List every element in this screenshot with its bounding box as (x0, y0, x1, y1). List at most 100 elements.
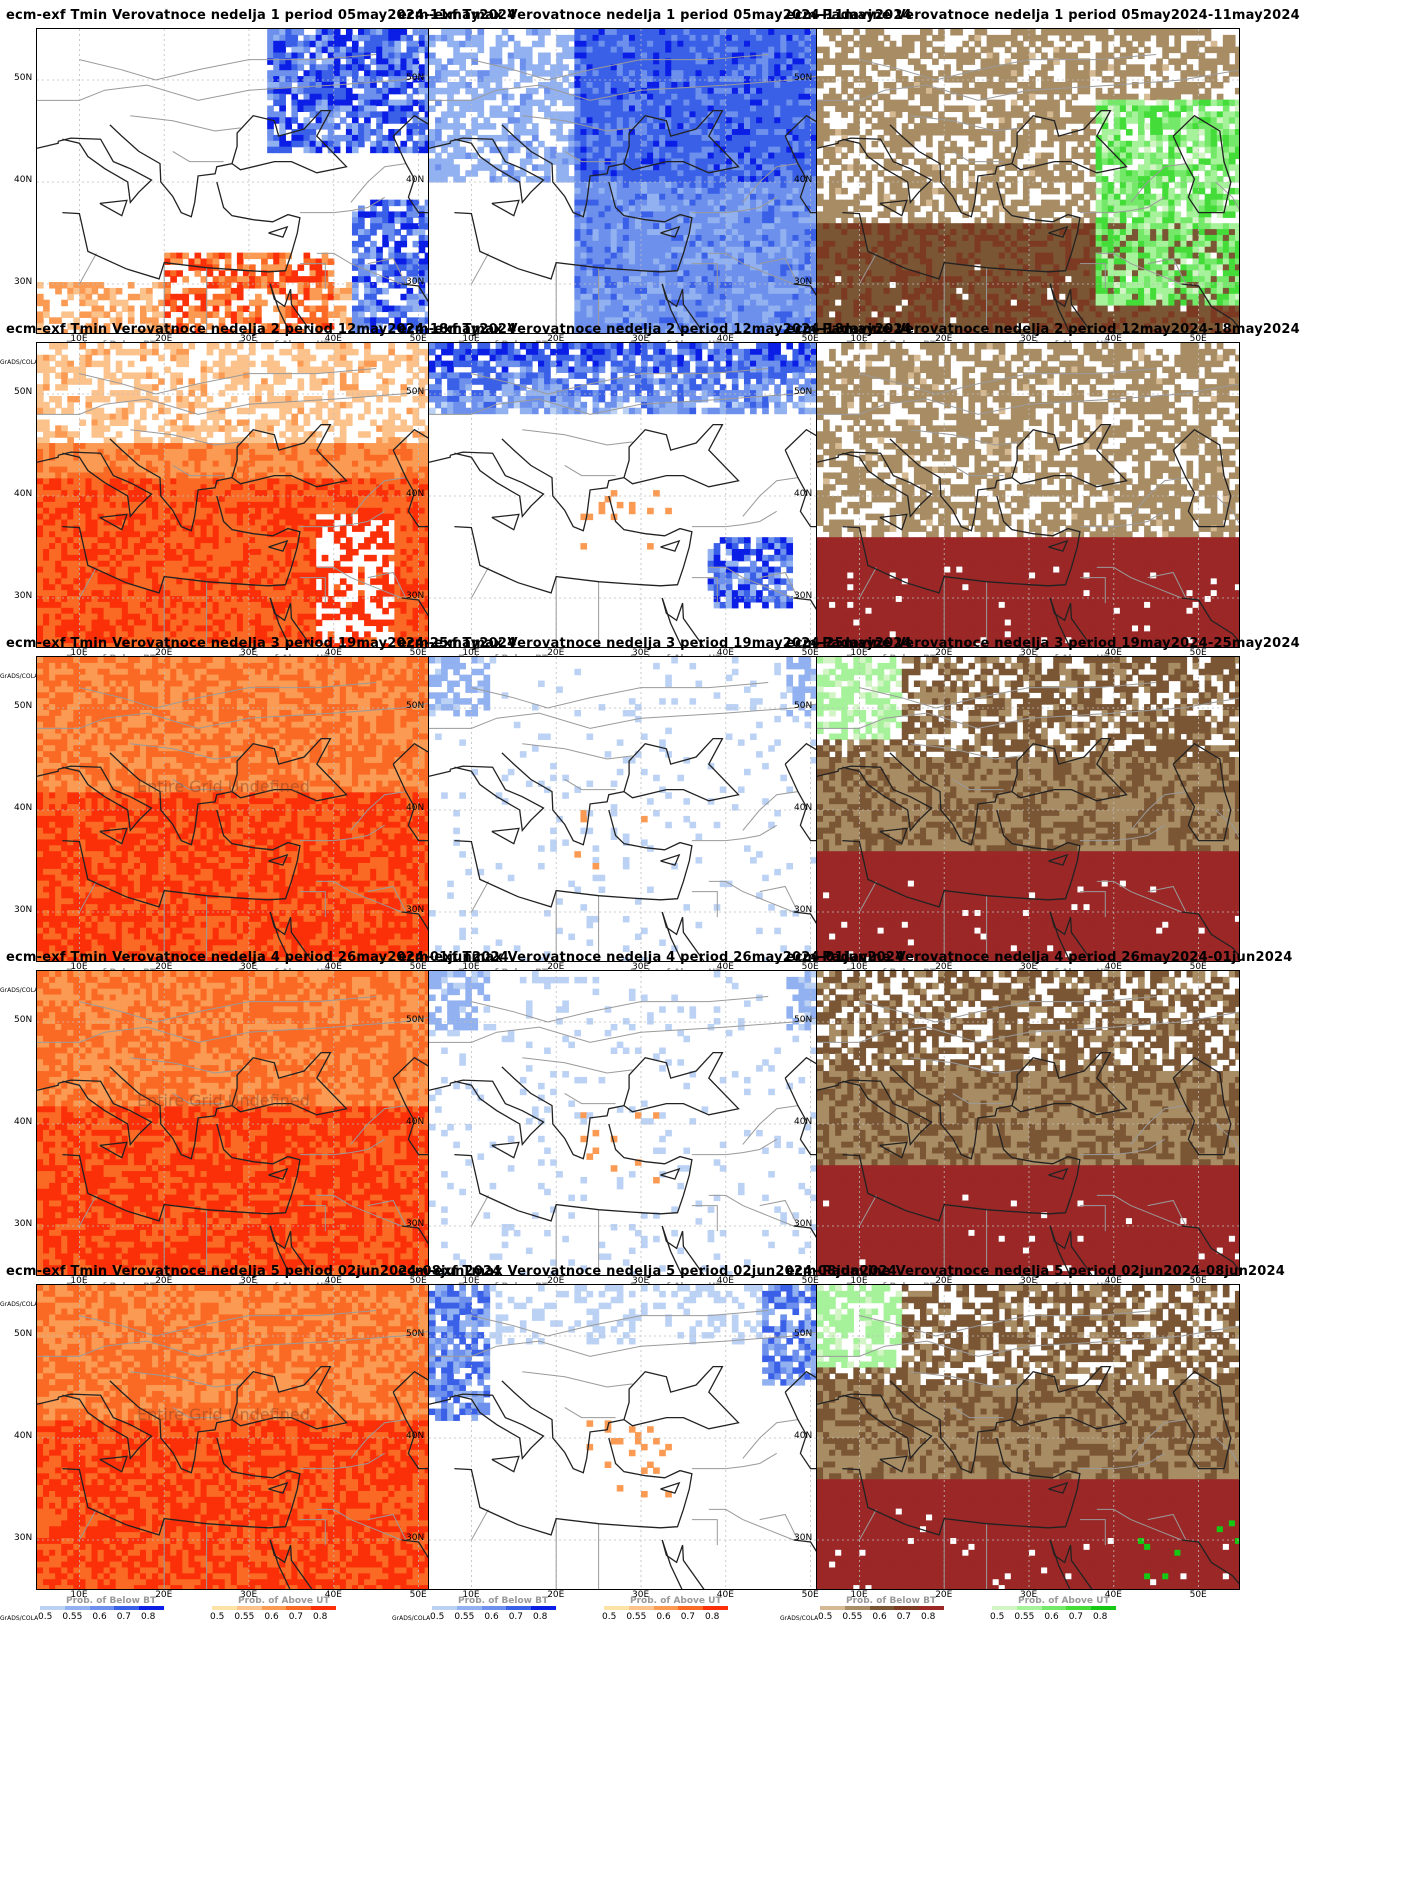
grads-credit: GrADS/COLA (780, 1615, 818, 1622)
lon-tick-label: 10E (850, 1590, 867, 1600)
lon-tick-label: 10E (462, 1276, 479, 1286)
legend-tick: 0.6 (656, 1612, 670, 1622)
lat-tick-label: 50N (14, 1015, 32, 1025)
lat-tick-label: 50N (794, 1329, 812, 1339)
panel-title: ecm-Padavine Verovatnoce nedelja 2 perio… (786, 322, 1300, 337)
lat-tick-label: 30N (406, 1219, 424, 1229)
map-panel: ecm-Padavine Verovatnoce nedelja 3 perio… (780, 628, 1300, 1006)
lon-tick-label: 40E (325, 1276, 342, 1286)
legend-swatch (506, 1606, 532, 1610)
lon-tick-label: 40E (717, 334, 734, 344)
lon-tick-label: 40E (717, 1590, 734, 1600)
lon-tick-label: 30E (632, 1590, 649, 1600)
map-panel: ecm-exf Tmin Verovatnoce nedelja 1 perio… (0, 0, 516, 378)
legend-below-colorbar (40, 1606, 164, 1610)
panel-title: ecm-exf Tmax Verovatnoce nedelja 1 perio… (398, 8, 912, 23)
lon-tick-label: 40E (325, 648, 342, 658)
lon-tick-label: 30E (240, 1276, 257, 1286)
legend-swatch (604, 1606, 629, 1610)
panel-title: ecm-exf Tmax Verovatnoce nedelja 3 perio… (398, 636, 912, 651)
lat-tick-label: 50N (14, 1329, 32, 1339)
lat-tick-label: 40N (406, 803, 424, 813)
legend-below-title: Prob. of Below BT (66, 1596, 156, 1606)
lat-tick-label: 30N (406, 1533, 424, 1543)
lat-tick-label: 40N (406, 1117, 424, 1127)
legend-tick: 0.55 (626, 1612, 646, 1622)
legend-swatch (628, 1606, 654, 1610)
legend-tick: 0.5 (210, 1612, 224, 1622)
legend-tick: 0.8 (1093, 1612, 1107, 1622)
map-frame (816, 342, 1240, 648)
lon-tick-label: 30E (1020, 962, 1037, 972)
legend-tick: 0.6 (92, 1612, 106, 1622)
lat-tick-label: 40N (14, 803, 32, 813)
probability-map (817, 657, 1239, 961)
lon-tick-label: 10E (850, 1276, 867, 1286)
panel-title: ecm-Padavine Verovatnoce nedelja 4 perio… (786, 950, 1292, 965)
legend-swatch (1016, 1606, 1042, 1610)
legend-swatch (212, 1606, 237, 1610)
lon-tick-label: 10E (462, 648, 479, 658)
legend-swatch (919, 1606, 944, 1610)
lat-tick-label: 30N (794, 1533, 812, 1543)
legend-tick: 0.8 (141, 1612, 155, 1622)
map-frame (816, 28, 1240, 334)
map-frame (816, 970, 1240, 1276)
map-frame (36, 342, 460, 648)
lon-tick-label: 40E (1105, 334, 1122, 344)
lat-tick-label: 40N (406, 175, 424, 185)
map-panel: ecm-Padavine Verovatnoce nedelja 2 perio… (780, 314, 1300, 692)
lat-tick-label: 30N (794, 591, 812, 601)
lat-tick-label: 50N (406, 1015, 424, 1025)
lon-tick-label: 20E (547, 1276, 564, 1286)
probability-map (429, 343, 851, 647)
lat-tick-label: 30N (794, 277, 812, 287)
panel-title: ecm-exf Tmin Verovatnoce nedelja 1 perio… (6, 8, 516, 23)
legend-swatch (114, 1606, 140, 1610)
lon-tick-label: 50E (410, 962, 427, 972)
lon-tick-label: 40E (1105, 648, 1122, 658)
legend-tick: 0.7 (681, 1612, 695, 1622)
lon-tick-label: 30E (240, 334, 257, 344)
lon-tick-label: 20E (155, 1276, 172, 1286)
legend-swatch (64, 1606, 90, 1610)
legend-swatch (481, 1606, 507, 1610)
lon-tick-label: 10E (462, 334, 479, 344)
lat-tick-label: 30N (406, 277, 424, 287)
probability-map (817, 971, 1239, 1275)
legend-swatch (894, 1606, 920, 1610)
legend-tick: 0.8 (313, 1612, 327, 1622)
lat-tick-label: 30N (14, 1219, 32, 1229)
lon-tick-label: 40E (1105, 962, 1122, 972)
lon-tick-label: 20E (935, 1276, 952, 1286)
lon-tick-label: 30E (1020, 1276, 1037, 1286)
legend-above-ticks: 0.5 0.55 0.6 0.7 0.8 (210, 1612, 327, 1622)
panel-title: ecm-exf Tmin Verovatnoce nedelja 3 perio… (6, 636, 516, 651)
lat-tick-label: 30N (794, 1219, 812, 1229)
lon-tick-label: 30E (240, 648, 257, 658)
legend-swatch (1066, 1606, 1092, 1610)
legend-swatch (261, 1606, 287, 1610)
lon-tick-label: 40E (717, 962, 734, 972)
legend-below-title: Prob. of Below BT (846, 1596, 936, 1606)
lat-tick-label: 50N (14, 387, 32, 397)
legend-above-colorbar (212, 1606, 336, 1610)
lon-tick-label: 30E (1020, 1590, 1037, 1600)
lon-tick-label: 30E (632, 334, 649, 344)
legend-swatch (1091, 1606, 1116, 1610)
legend-swatch (703, 1606, 728, 1610)
lon-tick-label: 40E (717, 648, 734, 658)
panel-title: ecm-Padavine Verovatnoce nedelja 1 perio… (786, 8, 1300, 23)
legend-tick: 0.6 (1044, 1612, 1058, 1622)
legend-above-colorbar (992, 1606, 1116, 1610)
lon-tick-label: 30E (632, 648, 649, 658)
lat-tick-label: 30N (14, 905, 32, 915)
lat-tick-label: 50N (794, 1015, 812, 1025)
map-panel: ecm-exf Tmin Verovatnoce nedelja 2 perio… (0, 314, 516, 692)
lat-tick-label: 50N (794, 701, 812, 711)
lat-tick-label: 50N (406, 1329, 424, 1339)
legend-swatch (456, 1606, 482, 1610)
lat-tick-label: 50N (406, 701, 424, 711)
lat-tick-label: 40N (794, 489, 812, 499)
map-frame (428, 970, 852, 1276)
